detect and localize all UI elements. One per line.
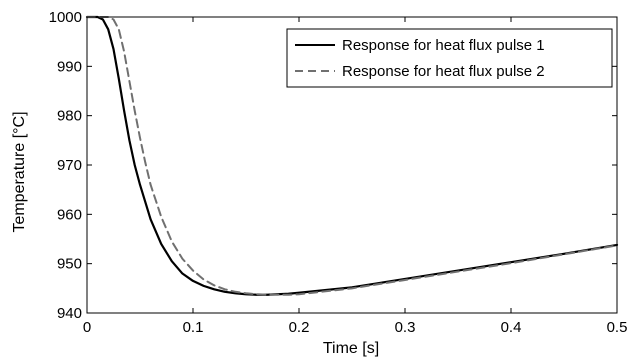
x-axis-label: Time [s] — [323, 340, 379, 357]
x-tick-label: 0.4 — [501, 319, 522, 336]
y-tick-label: 940 — [57, 305, 82, 322]
plot-area — [85, 15, 619, 296]
legend-label-2: Response for heat flux pulse 2 — [342, 63, 545, 80]
y-axis-label: Temperature [°C] — [11, 111, 28, 232]
legend: Response for heat flux pulse 1 Response f… — [286, 28, 613, 88]
x-tick-label: 0.3 — [395, 319, 416, 336]
series-line-2 — [86, 16, 618, 296]
y-tick-label: 970 — [57, 157, 82, 174]
y-tick-label: 1000 — [49, 9, 82, 26]
x-tick-label: 0.2 — [289, 319, 310, 336]
legend-box — [286, 28, 613, 88]
x-tick-label: 0 — [83, 319, 91, 336]
y-tick-label: 960 — [57, 206, 82, 223]
x-tick-label: 0.5 — [607, 319, 628, 336]
x-tick-label: 0.1 — [183, 319, 204, 336]
axes: 0 0.1 0.2 0.3 0.4 0.5 940 950 960 970 980 990 1000 — [49, 9, 628, 336]
legend-label-1: Response for heat flux pulse 1 — [342, 37, 545, 54]
y-tick-label: 950 — [57, 256, 82, 273]
y-tick-label: 980 — [57, 108, 82, 125]
y-tick-label: 990 — [57, 58, 82, 75]
